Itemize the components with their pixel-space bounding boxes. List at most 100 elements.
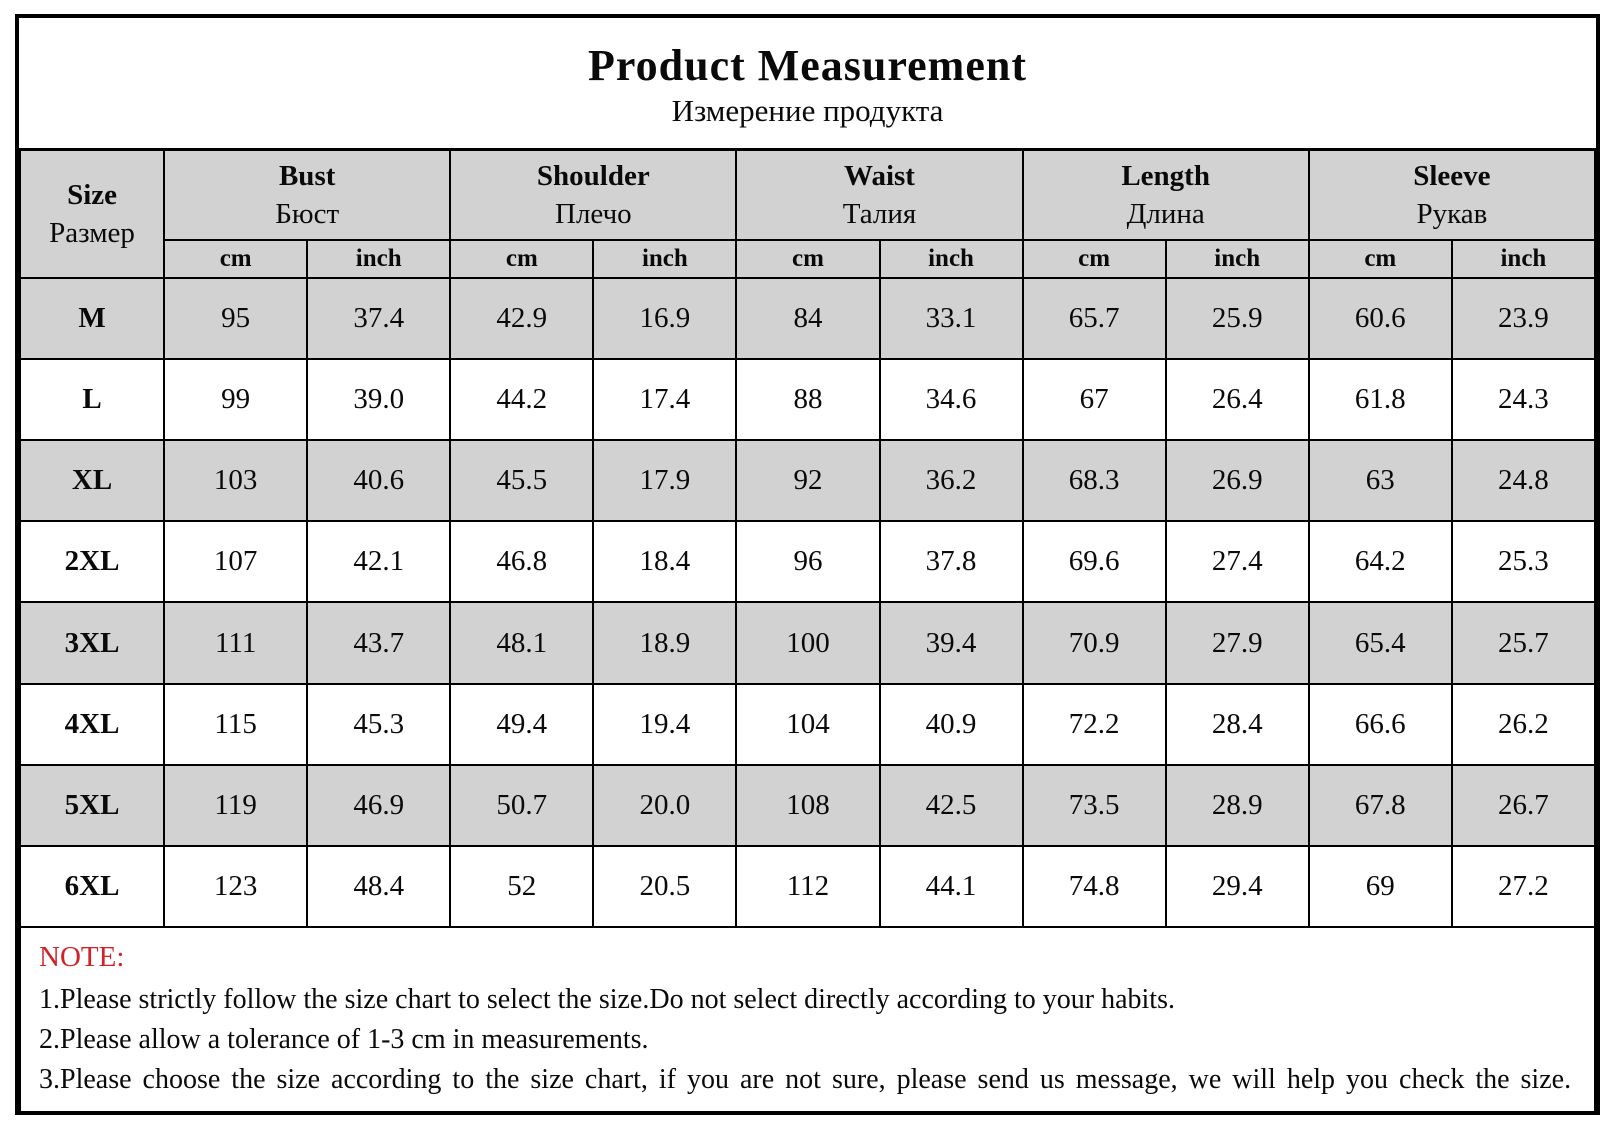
measurement-value: 46.9 bbox=[306, 763, 452, 847]
size-chart-sheet: Product Measurement Измерение продукта S… bbox=[15, 14, 1600, 1115]
unit-cm-length: cm bbox=[1021, 239, 1167, 279]
note-item-2: 2.Please allow a tolerance of 1-3 cm in … bbox=[39, 1024, 649, 1056]
table-row: 3XL 111 43.7 48.1 18.9 100 39.4 70.9 27.9 65.4 25.… bbox=[18, 601, 1597, 685]
unit-cm-sleeve: cm bbox=[1307, 239, 1453, 279]
measurement-value: 92 bbox=[735, 439, 881, 523]
measurement-value: 49.4 bbox=[449, 682, 595, 766]
measurement-value: 23.9 bbox=[1450, 276, 1597, 360]
size-label: 4XL bbox=[18, 682, 166, 766]
measurement-value: 112 bbox=[735, 844, 881, 929]
measurement-value: 96 bbox=[735, 520, 881, 604]
measurement-value: 44.1 bbox=[878, 844, 1024, 929]
measurement-value: 36.2 bbox=[878, 439, 1024, 523]
measurement-value: 33.1 bbox=[878, 276, 1024, 360]
waist-header-ru: Талия bbox=[842, 198, 917, 231]
measurement-value: 103 bbox=[163, 439, 309, 523]
measurement-value: 70.9 bbox=[1021, 601, 1167, 685]
size-chart-table: Product Measurement Измерение продукта S… bbox=[18, 18, 1597, 1111]
measurement-value: 25.3 bbox=[1450, 520, 1597, 604]
measurement-value: 29.4 bbox=[1164, 844, 1310, 929]
measurement-value: 28.9 bbox=[1164, 763, 1310, 847]
measurement-value: 34.6 bbox=[878, 357, 1024, 442]
measurement-value: 65.4 bbox=[1307, 601, 1453, 685]
unit-inch-waist: inch bbox=[878, 239, 1024, 279]
note-label: NOTE: bbox=[39, 941, 125, 974]
measurement-value: 88 bbox=[735, 357, 881, 442]
measurement-value: 42.5 bbox=[878, 763, 1024, 847]
measurement-value: 37.8 bbox=[878, 520, 1024, 604]
note-item-1: 1.Please strictly follow the size chart … bbox=[39, 984, 1175, 1016]
measurement-value: 42.9 bbox=[449, 276, 595, 360]
shoulder-header-en: Shoulder bbox=[536, 160, 650, 193]
length-header-ru: Длина bbox=[1126, 198, 1205, 231]
measurement-value: 17.9 bbox=[592, 439, 738, 523]
measurement-value: 18.9 bbox=[592, 601, 738, 685]
measurement-value: 50.7 bbox=[449, 763, 595, 847]
measurement-value: 27.9 bbox=[1164, 601, 1310, 685]
size-table-body: M 95 37.4 42.9 16.9 84 33.1 65.7 25.9 60.6 23.9 L 99… bbox=[18, 276, 1597, 929]
note-item-3: 3.Please choose the size according to th… bbox=[39, 1063, 1572, 1095]
measurement-value: 17.4 bbox=[592, 357, 738, 442]
title-cell: Product Measurement Измерение продукта bbox=[20, 18, 1595, 151]
size-label: XL bbox=[18, 439, 166, 523]
table-row: 4XL 115 45.3 49.4 19.4 104 40.9 72.2 28.4 66.6 26.… bbox=[18, 682, 1597, 766]
size-header-en: Size bbox=[67, 179, 118, 212]
length-header-en: Length bbox=[1121, 160, 1210, 193]
measurement-value: 28.4 bbox=[1164, 682, 1310, 766]
shoulder-header-ru: Плечо bbox=[555, 198, 632, 231]
measurement-value: 45.5 bbox=[449, 439, 595, 523]
measurement-value: 107 bbox=[163, 520, 309, 604]
measurement-value: 27.4 bbox=[1164, 520, 1310, 604]
waist-header-en: Waist bbox=[844, 160, 915, 193]
size-label: 5XL bbox=[18, 763, 166, 847]
measurement-value: 19.4 bbox=[592, 682, 738, 766]
unit-inch-shoulder: inch bbox=[592, 239, 738, 279]
table-row: 6XL 123 48.4 52 20.5 112 44.1 74.8 29.4 69 27.2 bbox=[18, 844, 1597, 929]
measurement-value: 26.9 bbox=[1164, 439, 1310, 523]
measurement-value: 39.0 bbox=[306, 357, 452, 442]
measurement-value: 111 bbox=[163, 601, 309, 685]
measurement-value: 24.8 bbox=[1450, 439, 1597, 523]
sleeve-header-en: Sleeve bbox=[1413, 160, 1491, 193]
page-subtitle: Измерение продукта bbox=[671, 92, 944, 128]
measurement-value: 26.4 bbox=[1164, 357, 1310, 442]
table-row: XL 103 40.6 45.5 17.9 92 36.2 68.3 26.9 63 24.8 bbox=[18, 439, 1597, 523]
bust-header-en: Bust bbox=[278, 160, 336, 193]
measurement-value: 123 bbox=[163, 844, 309, 929]
measurement-value: 45.3 bbox=[306, 682, 452, 766]
measurement-value: 52 bbox=[449, 844, 595, 929]
measurement-value: 67 bbox=[1021, 357, 1167, 442]
note-row: NOTE: 1.Please strictly follow the size … bbox=[19, 926, 1596, 1111]
unit-inch-length: inch bbox=[1164, 239, 1310, 279]
size-label: L bbox=[18, 357, 166, 442]
size-column-header: Size Размер bbox=[18, 148, 166, 279]
measurement-value: 39.4 bbox=[878, 601, 1024, 685]
measurement-value: 25.9 bbox=[1164, 276, 1310, 360]
measurement-value: 40.9 bbox=[878, 682, 1024, 766]
measurement-value: 73.5 bbox=[1021, 763, 1167, 847]
measurement-value: 42.1 bbox=[306, 520, 452, 604]
table-row: L 99 39.0 44.2 17.4 88 34.6 67 26.4 61.8 24.3 bbox=[18, 357, 1597, 442]
measurement-value: 72.2 bbox=[1021, 682, 1167, 766]
size-label: 2XL bbox=[18, 520, 166, 604]
size-label: 6XL bbox=[18, 844, 166, 929]
measurement-value: 84 bbox=[735, 276, 881, 360]
unit-cm-waist: cm bbox=[735, 239, 881, 279]
table-row: M 95 37.4 42.9 16.9 84 33.1 65.7 25.9 60.6 23.9 bbox=[18, 276, 1597, 360]
unit-header-row: cm inch cm inch cm inch cm inch cm inch bbox=[20, 239, 1597, 279]
unit-inch-sleeve: inch bbox=[1450, 239, 1597, 279]
column-header-length: Length Длина bbox=[1021, 148, 1310, 242]
measurement-value: 43.7 bbox=[306, 601, 452, 685]
measurement-value: 46.8 bbox=[449, 520, 595, 604]
measurement-value: 115 bbox=[163, 682, 309, 766]
size-label: 3XL bbox=[18, 601, 166, 685]
size-label: M bbox=[18, 276, 166, 360]
measurement-value: 60.6 bbox=[1307, 276, 1453, 360]
measurement-value: 108 bbox=[735, 763, 881, 847]
unit-cm-shoulder: cm bbox=[449, 239, 595, 279]
measurement-value: 18.4 bbox=[592, 520, 738, 604]
title-row: Product Measurement Измерение продукта bbox=[20, 18, 1595, 151]
measurement-value: 63 bbox=[1307, 439, 1453, 523]
measurement-value: 20.5 bbox=[592, 844, 738, 929]
measurement-value: 66.6 bbox=[1307, 682, 1453, 766]
